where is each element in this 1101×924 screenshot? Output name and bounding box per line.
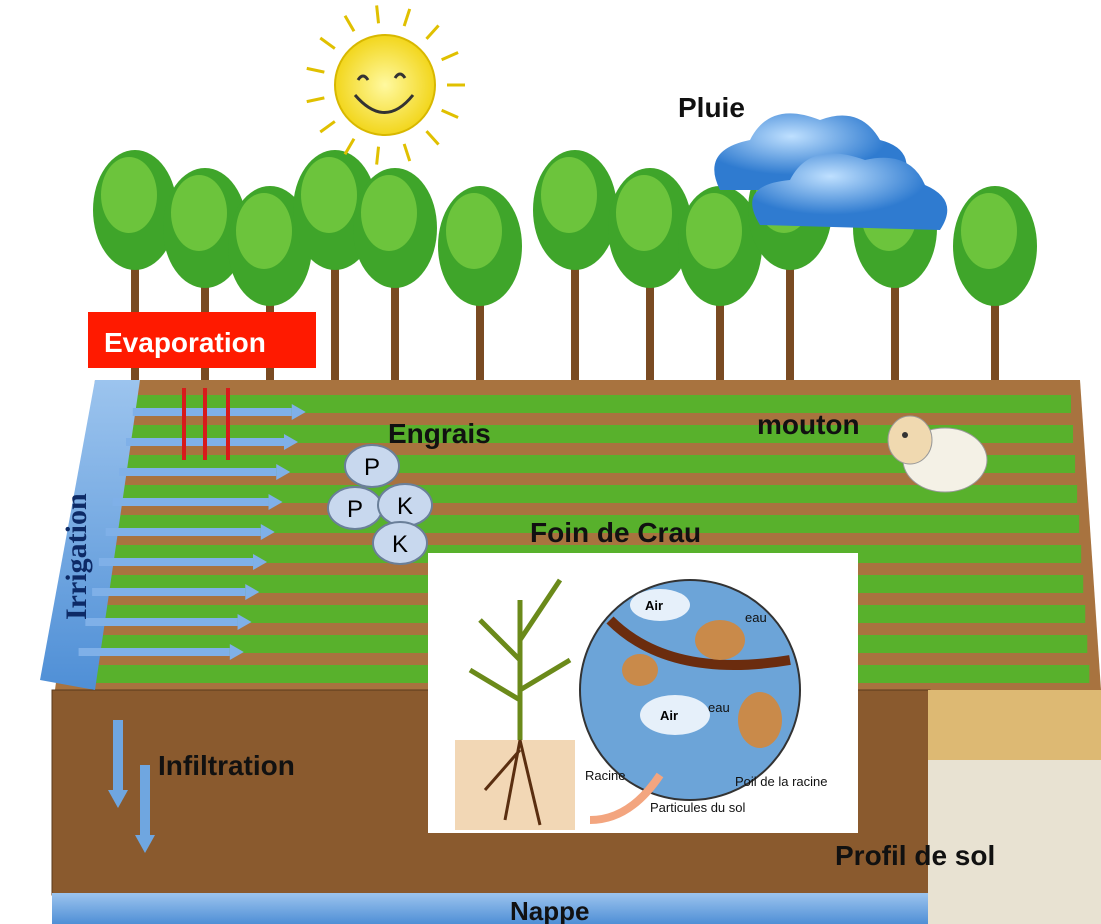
sun-ray <box>375 5 381 24</box>
tree-crown <box>361 175 417 251</box>
water-table-label: Nappe <box>510 896 589 924</box>
sun-ray <box>402 143 412 162</box>
sun-ray <box>441 108 459 119</box>
irrigation-arrow-head <box>245 584 260 600</box>
water-label: eau <box>745 610 767 625</box>
sun-ray <box>319 36 336 50</box>
sun-ray <box>375 146 381 165</box>
evaporation-box <box>88 312 316 368</box>
irrigation-arrow <box>105 528 261 536</box>
nutrient-label: K <box>392 531 408 558</box>
tree-crown <box>236 193 292 269</box>
nutrient-label: P <box>347 496 363 523</box>
infiltration-arrows <box>108 720 155 853</box>
evaporation-arrows <box>182 388 230 460</box>
tree-trunk <box>131 230 139 380</box>
tree-crown <box>686 193 742 269</box>
tree-trunk <box>991 266 999 380</box>
irrigation-arrow <box>98 558 254 566</box>
sun-ray <box>402 8 412 27</box>
irrigation-arrow-head <box>229 644 244 660</box>
tree-trunk <box>331 230 339 380</box>
irrigation-channel <box>40 380 140 690</box>
tree-trunk <box>646 248 654 380</box>
soil-profile-label: Profil de sol <box>835 840 995 871</box>
tree-crown <box>301 157 357 233</box>
sheep <box>887 415 988 493</box>
irrigation-arrow <box>92 588 246 596</box>
fertilizer-label: Engrais <box>388 418 491 449</box>
grass-row <box>95 455 1076 473</box>
tree-crown <box>541 157 597 233</box>
irrigation-arrow-head <box>284 434 298 450</box>
sun-ray <box>425 24 440 40</box>
sun-ray <box>319 120 336 134</box>
grass-row <box>103 395 1072 413</box>
tree-trunk <box>391 248 399 380</box>
irrigation-arrow <box>112 498 269 506</box>
inset-drawing <box>455 578 801 830</box>
air-label: Air <box>645 598 663 613</box>
cloud <box>714 113 948 230</box>
sun-ray <box>343 14 356 33</box>
tree-crown <box>961 193 1017 269</box>
soil-particles-label: Particules du sol <box>650 800 745 815</box>
tree-crown <box>171 175 227 251</box>
sheep-label: mouton <box>757 409 860 440</box>
sun-ray <box>343 137 356 156</box>
root-hair-label: Poil de la racine <box>735 774 828 789</box>
grass-row <box>99 425 1074 443</box>
tree-crown <box>101 157 157 233</box>
root-label: Racine <box>585 768 625 783</box>
irrigation-arrow-head <box>268 494 283 510</box>
fertilizer-pellets <box>327 444 433 565</box>
irrigation-arrow-head <box>253 554 268 570</box>
irrigation-arrow-head <box>260 524 275 540</box>
irrigation-arrow-head <box>276 464 291 480</box>
tree-trunk <box>716 266 724 380</box>
nutrient-label: P <box>364 454 380 481</box>
evaporation-label: Evaporation <box>104 327 266 358</box>
irrigation-arrow <box>119 468 277 476</box>
tree-trunk <box>476 266 484 380</box>
sun-ray <box>306 96 325 104</box>
sun-ray <box>306 66 325 74</box>
water-label: eau <box>708 700 730 715</box>
sun <box>306 5 465 165</box>
nutrient-label: K <box>397 493 413 520</box>
irrigation-arrow <box>132 408 292 416</box>
crop-label: Foin de Crau <box>530 517 701 548</box>
tree-crown <box>446 193 502 269</box>
tree-crown <box>616 175 672 251</box>
sun-ray <box>425 130 440 146</box>
rain-label: Pluie <box>678 92 745 123</box>
irrigation-label: Irrigation <box>60 493 93 620</box>
infiltration-label: Infiltration <box>158 750 295 781</box>
water-table <box>52 893 1101 924</box>
irrigation-arrow-head <box>237 614 252 630</box>
air-label: Air <box>660 708 678 723</box>
tree-trunk <box>571 230 579 380</box>
tree-trunk <box>891 248 899 380</box>
irrigation-arrow-head <box>291 404 306 420</box>
sun-ray <box>441 51 459 62</box>
irrigation-arrow <box>85 618 238 626</box>
irrigation-arrow <box>78 648 230 656</box>
soil-profile-layer <box>928 690 1101 760</box>
tree-trunk <box>786 230 794 380</box>
